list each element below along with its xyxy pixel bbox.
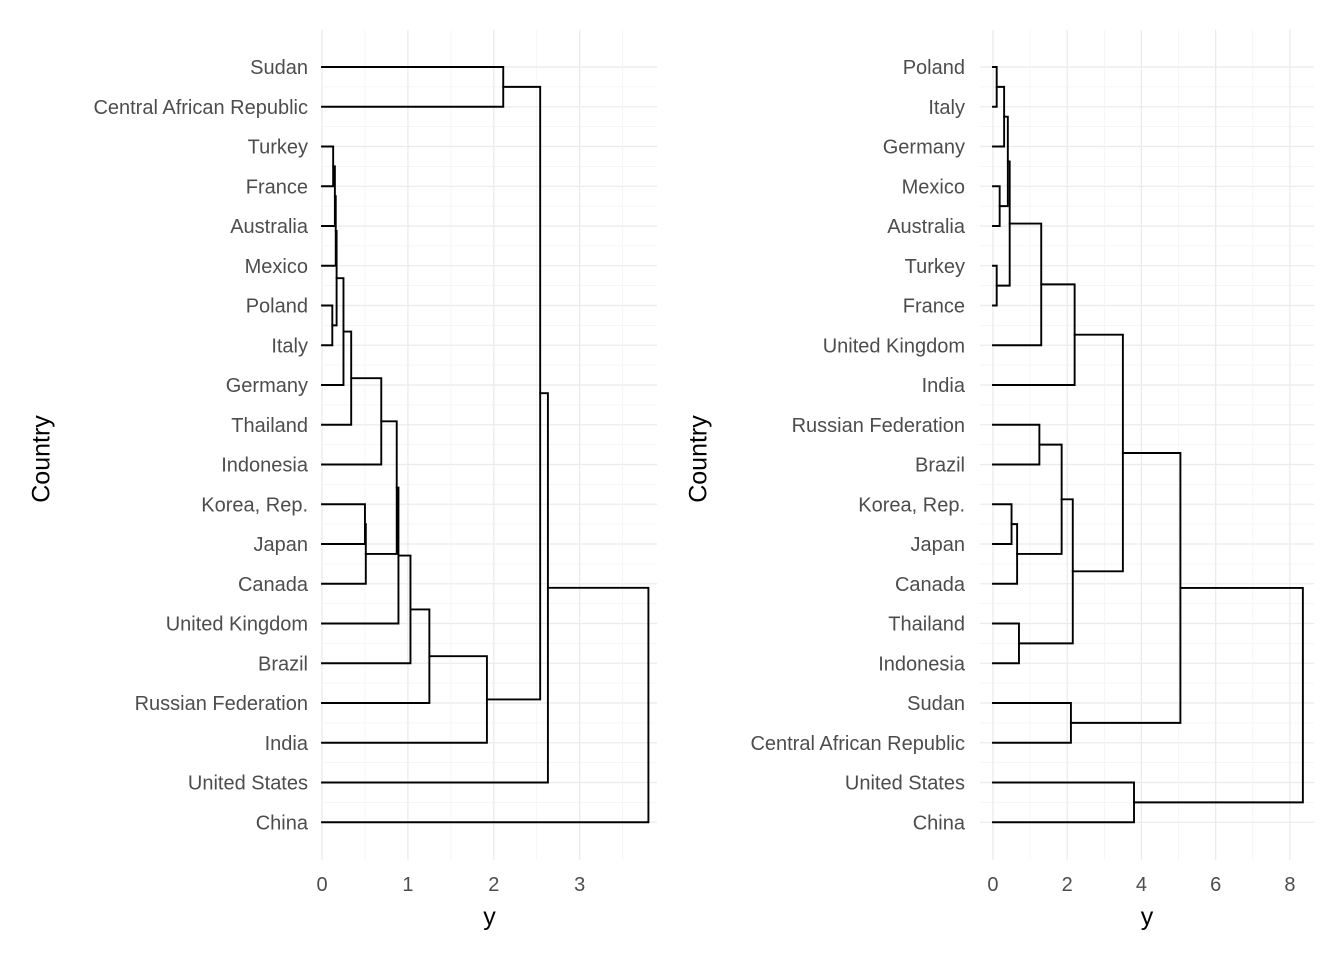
leaf-label: Italy: [271, 335, 308, 357]
leaf-label: Australia: [230, 216, 309, 238]
leaf-label: France: [246, 176, 308, 198]
leaf-label: Italy: [928, 97, 965, 119]
leaf-label: Turkey: [248, 137, 308, 159]
dendrogram-branch: [992, 523, 1019, 585]
x-axis-title: y: [1141, 903, 1154, 931]
leaf-label: Central African Republic: [750, 733, 965, 755]
left-dendrogram-panel: Sudan Central African Republic Turkey Franc…: [28, 30, 657, 931]
leaf-label: France: [903, 296, 965, 318]
y-axis-title: Country: [28, 415, 56, 503]
x-tick-label: 6: [1210, 874, 1221, 896]
leaf-label: Japan: [911, 534, 966, 556]
x-tick-labels: 0 1 2 3: [316, 874, 585, 896]
dendrogram-branches: [992, 66, 1304, 824]
leaf-label: Korea, Rep.: [201, 494, 308, 516]
dendrogram-branch: [1069, 452, 1182, 724]
x-tick-label: 0: [316, 874, 327, 896]
dendrogram-branch: [321, 486, 400, 625]
leaf-label: Brazil: [915, 455, 965, 477]
leaf-label: China: [256, 812, 309, 834]
x-tick-label: 4: [1136, 874, 1147, 896]
x-tick-label: 3: [574, 874, 585, 896]
y-axis-title: Country: [685, 415, 713, 503]
dendrogram-branch: [485, 85, 542, 701]
leaf-label: Russian Federation: [135, 693, 308, 715]
leaf-label: United Kingdom: [823, 335, 965, 357]
leaf-label: Russian Federation: [792, 415, 965, 437]
dendrogram-branch: [321, 195, 337, 267]
leaf-label: Japan: [254, 534, 309, 556]
leaf-label: Thailand: [888, 614, 965, 636]
leaf-label: India: [922, 375, 966, 397]
x-tick-label: 2: [1062, 874, 1073, 896]
leaf-label: Indonesia: [878, 653, 966, 675]
dendrogram-branch: [1071, 333, 1124, 573]
leaf-label: Canada: [895, 574, 966, 596]
leaf-label: India: [265, 733, 309, 755]
dendrogram-branch: [321, 655, 488, 744]
leaf-label: China: [913, 812, 966, 834]
x-tick-label: 0: [987, 874, 998, 896]
dendrogram-branch: [992, 222, 1043, 347]
leaf-label: Indonesia: [221, 455, 309, 477]
leaf-label: Brazil: [258, 653, 308, 675]
leaf-label: Thailand: [231, 415, 308, 437]
leaf-label: United Kingdom: [166, 614, 308, 636]
dendrogram-branch: [1018, 498, 1074, 645]
right-dendrogram-panel: Poland Italy Germany Mexico Australia Turkey F…: [685, 30, 1314, 931]
x-axis-title: y: [483, 903, 496, 931]
dendrogram-branches: [321, 66, 650, 824]
leaf-label: Canada: [238, 574, 309, 596]
dendrogram-branch: [321, 586, 650, 824]
leaf-label: United States: [188, 773, 308, 795]
leaf-label: Mexico: [245, 256, 308, 278]
x-tick-label: 1: [402, 874, 413, 896]
leaf-label: Turkey: [905, 256, 965, 278]
grid: [980, 30, 1314, 860]
leaf-label: Germany: [226, 375, 308, 397]
leaf-label: Sudan: [250, 57, 308, 79]
grid: [321, 30, 657, 860]
leaf-labels: Poland Italy Germany Mexico Australia Turkey F…: [750, 57, 965, 834]
leaf-label: Sudan: [907, 693, 965, 715]
leaf-label: United States: [845, 773, 965, 795]
leaf-label: Poland: [903, 57, 965, 79]
leaf-label: Korea, Rep.: [858, 494, 965, 516]
leaf-label: Mexico: [902, 176, 965, 198]
dendrogram-branch: [321, 392, 549, 784]
leaf-label: Australia: [887, 216, 966, 238]
leaf-label: Central African Republic: [93, 97, 308, 119]
dendrogram-branch: [992, 85, 1006, 148]
dendrogram-branch: [321, 523, 367, 585]
x-tick-label: 8: [1284, 874, 1295, 896]
leaf-label: Germany: [883, 137, 965, 159]
leaf-label: Poland: [246, 296, 308, 318]
dendrogram-branch: [992, 283, 1076, 386]
leaf-labels: Sudan Central African Republic Turkey Franc…: [93, 57, 308, 834]
x-tick-labels: 0 2 4 6 8: [987, 874, 1295, 896]
dendrogram-branch: [1133, 586, 1304, 804]
x-tick-label: 2: [488, 874, 499, 896]
